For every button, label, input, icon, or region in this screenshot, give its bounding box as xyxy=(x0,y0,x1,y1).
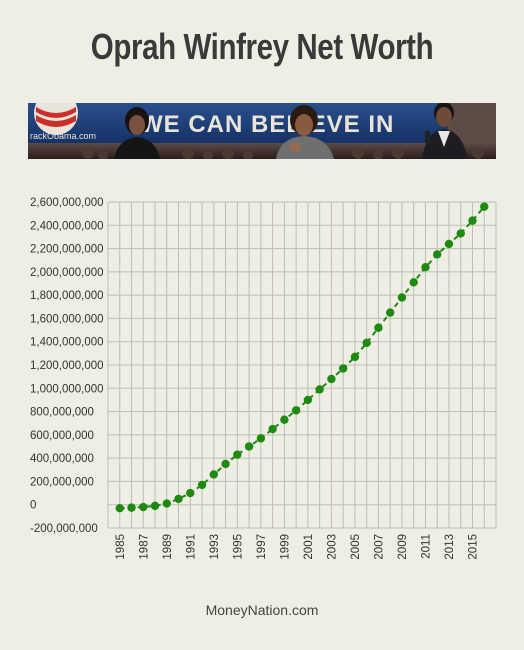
x-tick-label: 2013 xyxy=(444,534,456,560)
data-point-2010 xyxy=(409,278,418,287)
data-point-2005 xyxy=(350,352,360,362)
footer-source: MoneyNation.com xyxy=(205,602,319,618)
series-points xyxy=(115,202,489,513)
data-point-1999 xyxy=(280,415,289,424)
banner-image: rackObama.com WE CAN BELIEVE IN xyxy=(28,103,496,159)
x-tick-label: 2007 xyxy=(373,534,385,560)
y-tick-label: 2,000,000,000 xyxy=(30,267,104,279)
data-point-1990 xyxy=(174,494,183,504)
data-point-1998 xyxy=(268,424,277,434)
y-tick-label: 1,600,000,000 xyxy=(30,313,104,325)
chart-grid xyxy=(107,201,497,529)
obama-logo-icon xyxy=(34,103,78,135)
x-tick-label: 2009 xyxy=(397,534,409,560)
data-point-1989 xyxy=(162,499,171,508)
x-axis-ticks: 1985 1987 1989 1991 1993 1995 1997 1999 2001 2003… xyxy=(115,534,480,560)
net-worth-chart: 2,600,000,000 2,400,000,000 2,200,000,000 2… xyxy=(30,197,497,560)
data-point-2004 xyxy=(338,364,348,373)
data-point-2015 xyxy=(468,216,477,225)
data-point-2013 xyxy=(444,239,454,249)
banner-logo-text: rackObama.com xyxy=(30,131,96,141)
y-tick-label: 400,000,000 xyxy=(30,453,94,465)
x-tick-label: 1997 xyxy=(256,534,268,560)
data-point-2007 xyxy=(374,323,383,332)
data-point-1995 xyxy=(233,450,242,459)
x-tick-label: 2011 xyxy=(420,534,432,559)
y-axis-ticks: 2,600,000,000 2,400,000,000 2,200,000,000 2… xyxy=(30,197,104,535)
y-tick-label: 800,000,000 xyxy=(30,407,94,419)
y-tick-label: 600,000,000 xyxy=(30,430,94,442)
x-tick-label: 2015 xyxy=(467,534,479,560)
data-point-2003 xyxy=(327,374,336,384)
data-point-1994 xyxy=(221,459,230,469)
data-point-1997 xyxy=(256,434,266,443)
data-point-2011 xyxy=(421,263,430,272)
y-tick-label: 1,400,000,000 xyxy=(30,337,104,349)
data-point-1996 xyxy=(244,442,254,451)
person-left xyxy=(114,107,160,159)
data-point-2008 xyxy=(385,308,395,317)
y-tick-label: 1,000,000,000 xyxy=(30,383,104,395)
banner-sign-text: WE CAN BELIEVE IN xyxy=(140,111,394,138)
x-tick-label: 1985 xyxy=(115,534,127,560)
x-tick-label: 1995 xyxy=(232,534,244,560)
data-point-1986 xyxy=(127,503,136,512)
y-tick-label: 2,200,000,000 xyxy=(30,244,104,256)
data-point-2006 xyxy=(362,338,371,348)
y-tick-label: -200,000,000 xyxy=(30,523,98,535)
data-point-1993 xyxy=(209,470,219,479)
y-tick-label: 0 xyxy=(30,500,36,512)
x-tick-label: 2005 xyxy=(350,534,362,560)
data-point-2014 xyxy=(456,229,465,238)
x-tick-label: 1991 xyxy=(185,534,197,560)
data-point-2012 xyxy=(433,250,442,259)
y-tick-label: 1,200,000,000 xyxy=(30,360,104,372)
y-tick-label: 1,800,000,000 xyxy=(30,290,104,302)
data-point-1987 xyxy=(139,502,148,512)
person-center xyxy=(276,105,334,159)
y-tick-label: 2,600,000,000 xyxy=(30,197,104,209)
data-point-2002 xyxy=(315,385,324,394)
data-point-1988 xyxy=(150,501,160,511)
data-point-2009 xyxy=(397,293,407,302)
data-point-1992 xyxy=(197,480,207,490)
y-tick-label: 2,400,000,000 xyxy=(30,220,104,232)
data-point-1985 xyxy=(115,504,124,513)
x-tick-label: 2003 xyxy=(326,534,338,560)
x-tick-label: 1993 xyxy=(209,534,221,560)
x-tick-label: 1987 xyxy=(138,534,150,560)
data-point-1991 xyxy=(186,488,195,498)
banner-photo: rackObama.com WE CAN BELIEVE IN xyxy=(28,103,496,159)
x-tick-label: 2001 xyxy=(303,534,315,560)
chart-title: Oprah Winfrey Net Worth xyxy=(90,26,434,67)
x-tick-label: 1989 xyxy=(162,534,174,560)
x-tick-label: 1999 xyxy=(279,534,291,560)
series-line xyxy=(119,206,485,510)
data-point-2000 xyxy=(291,406,301,415)
data-point-2001 xyxy=(303,395,313,405)
data-point-2016 xyxy=(480,202,489,211)
y-tick-label: 200,000,000 xyxy=(30,476,94,488)
person-right xyxy=(422,103,468,159)
